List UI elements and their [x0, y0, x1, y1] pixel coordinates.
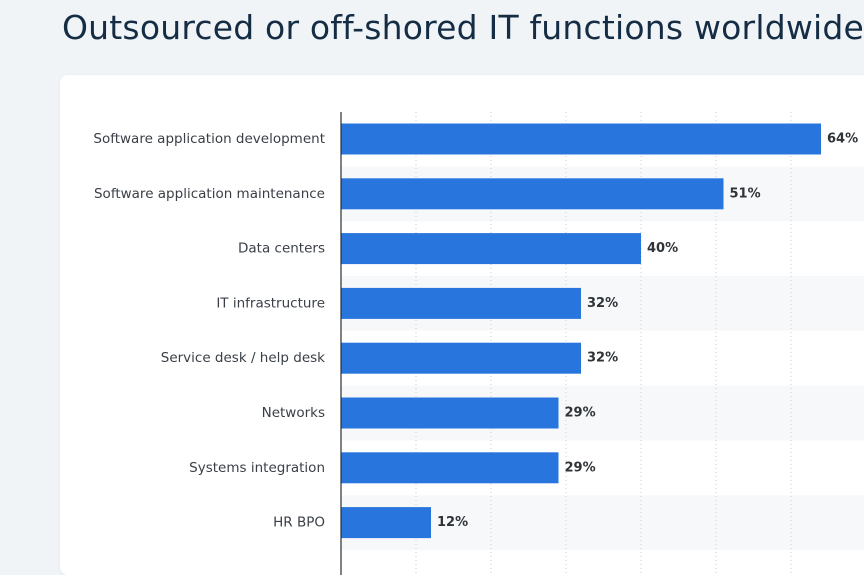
value-label: 64%	[827, 132, 858, 147]
category-label: Software application maintenance	[94, 186, 325, 202]
category-label: HR BPO	[273, 515, 325, 531]
value-labels: 64% 51% 40% 32% 32% 29% 29% 12%	[437, 132, 858, 531]
value-label: 51%	[730, 186, 761, 201]
category-label: Systems integration	[189, 460, 325, 476]
bar[interactable]	[341, 287, 581, 319]
category-labels: Software application development Software…	[93, 131, 325, 531]
row-bands	[341, 166, 864, 550]
category-label: Data centers	[238, 241, 325, 257]
category-label: IT infrastructure	[216, 295, 325, 311]
bar[interactable]	[341, 397, 559, 429]
value-label: 29%	[565, 406, 596, 421]
category-label: Networks	[262, 405, 325, 421]
bar[interactable]	[341, 342, 581, 374]
category-label: Service desk / help desk	[161, 350, 325, 366]
bar[interactable]	[341, 233, 641, 265]
page-title: Outsourced or off-shored IT functions wo…	[62, 8, 864, 47]
chart-card: Software application development Software…	[60, 75, 864, 575]
bar-chart: Software application development Software…	[93, 112, 864, 575]
value-label: 32%	[587, 351, 618, 366]
category-label: Software application development	[93, 131, 325, 147]
value-label: 40%	[647, 241, 678, 256]
value-label: 32%	[587, 296, 618, 311]
bar[interactable]	[341, 507, 431, 539]
bar[interactable]	[341, 123, 821, 155]
bar[interactable]	[341, 178, 724, 210]
bars	[341, 123, 821, 539]
value-label: 12%	[437, 515, 468, 530]
value-label: 29%	[565, 460, 596, 475]
bar[interactable]	[341, 452, 559, 484]
